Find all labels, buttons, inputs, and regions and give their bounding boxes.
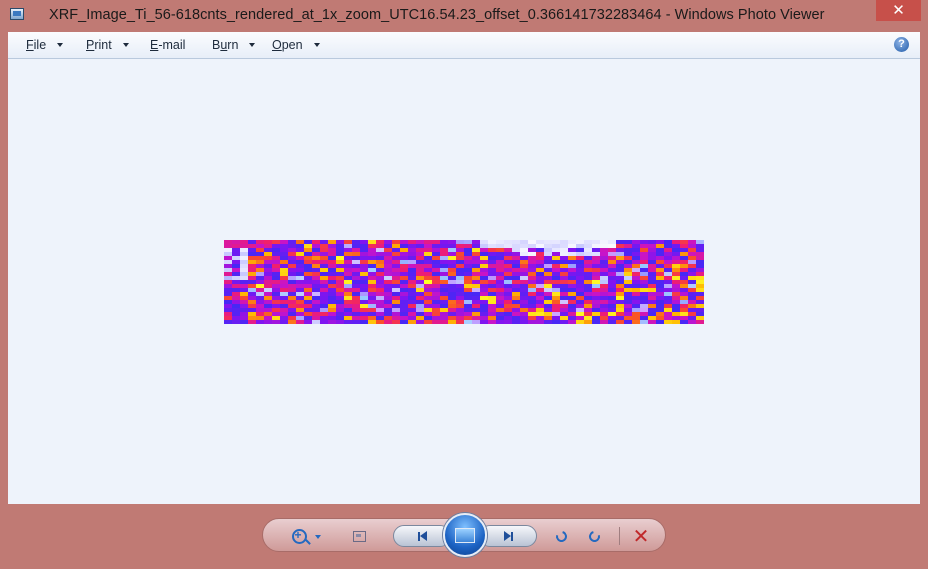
delete-icon[interactable]: ✕ [632, 524, 650, 548]
menu-print[interactable]: Print [86, 38, 129, 52]
menu-email-accelerator: E [150, 38, 159, 52]
menu-burn-accelerator: u [220, 38, 228, 52]
title-bar[interactable]: XRF_Image_Ti_56-618cnts_rendered_at_1x_z… [0, 0, 928, 32]
menu-bar: File Print E-mail Burn Open ? [8, 32, 920, 59]
close-window-button[interactable]: ✕ [876, 0, 921, 21]
menu-file-accelerator: F [26, 38, 34, 52]
menu-burn-label: rn [227, 38, 239, 52]
next-icon [503, 531, 511, 541]
chevron-down-icon [57, 43, 64, 47]
menu-print-label: rint [94, 38, 112, 52]
menu-open-label: pen [281, 38, 303, 52]
xrf-heatmap-image [224, 240, 704, 324]
magnifier-handle [304, 539, 311, 545]
previous-bar [417, 531, 420, 541]
menu-print-accelerator: P [86, 38, 95, 52]
menu-file[interactable]: File [26, 38, 64, 52]
chevron-down-icon [313, 43, 320, 47]
menu-file-label: ile [33, 38, 47, 52]
image-viewing-area[interactable] [8, 59, 920, 504]
next-button[interactable] [479, 525, 537, 547]
magnifier-lens [291, 528, 307, 544]
zoom-icon[interactable] [289, 519, 323, 553]
slideshow-button[interactable] [443, 513, 487, 557]
fit-box [352, 530, 366, 542]
slideshow-icon [455, 527, 475, 543]
menu-burn[interactable]: Burn [212, 38, 256, 52]
menu-burn-prefix: B [212, 38, 221, 52]
menu-email-label: -mail [158, 38, 186, 52]
rotate-counterclockwise-icon [553, 528, 569, 544]
previous-icon [419, 531, 427, 541]
rotate-clockwise-button[interactable] [583, 519, 605, 553]
rotate-counterclockwise-button[interactable] [550, 519, 572, 553]
chevron-down-icon [314, 535, 321, 539]
photo-viewer-icon[interactable] [10, 8, 24, 20]
help-icon[interactable]: ? [894, 37, 909, 52]
control-bar: ✕ [262, 513, 666, 557]
menu-open-accelerator: O [272, 38, 282, 52]
chevron-down-icon [122, 43, 129, 47]
rotate-clockwise-icon [586, 528, 602, 544]
chevron-down-icon [249, 43, 256, 47]
menu-email[interactable]: E-mail [150, 38, 185, 52]
menu-open[interactable]: Open [272, 38, 320, 52]
window-title: XRF_Image_Ti_56-618cnts_rendered_at_1x_z… [49, 7, 825, 23]
actual-size-icon[interactable] [347, 519, 371, 553]
previous-button[interactable] [393, 525, 451, 547]
next-bar [510, 531, 513, 541]
control-separator [619, 527, 620, 545]
